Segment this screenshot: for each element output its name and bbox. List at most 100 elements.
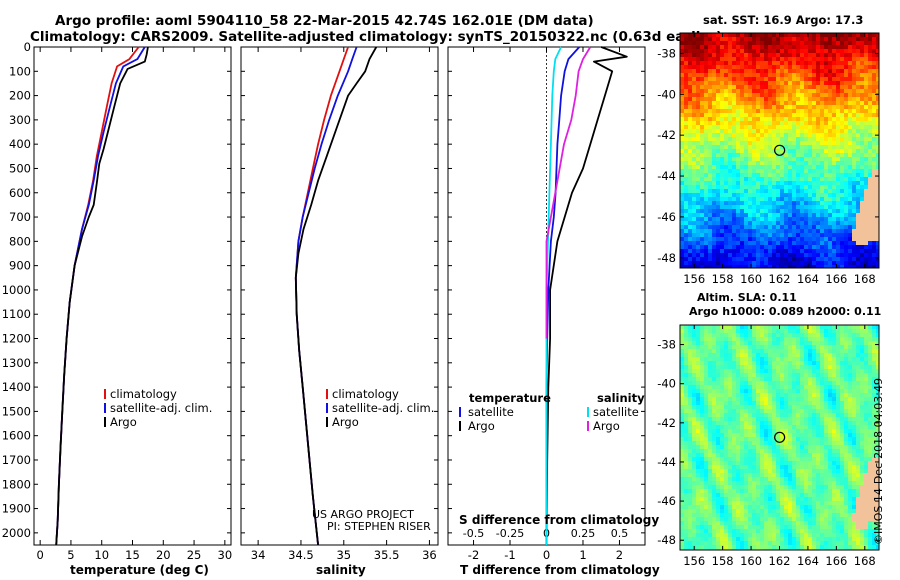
map-cell [780,453,785,458]
map-cell [852,429,857,434]
map-cell [788,137,793,142]
map-cell [808,453,813,458]
map-cell [688,57,693,62]
map-cell [828,437,833,442]
map-cell [860,109,865,114]
map-cell [696,89,701,94]
map-cell [824,125,829,130]
map-cell [860,37,865,42]
map-cell [856,397,861,402]
map-cell [812,449,817,454]
map-cell [720,409,725,414]
map-cell [784,201,789,206]
map-cell [700,397,705,402]
map-cell [824,441,829,446]
map-cell [692,401,697,406]
map-cell [752,369,757,374]
map-cell [872,133,877,138]
map-cell [836,353,841,358]
map-cell [816,377,821,382]
map-cell [752,329,757,334]
map-cell [768,361,773,366]
map-cell [828,201,833,206]
map-cell [852,433,857,438]
map-cell [788,409,793,414]
map-cell [716,377,721,382]
map-cell [764,341,769,346]
map-cell [776,337,781,342]
map-cell [796,77,801,82]
map-cell [872,201,877,206]
map-cell [792,37,797,42]
secondary-x-tick-label: 0.5 [611,527,629,540]
map-cell [692,117,697,122]
map-cell [876,417,879,422]
map-cell [792,265,797,268]
map-cell [768,413,773,418]
map-cell [836,445,841,450]
map-cell [760,97,765,102]
map-cell [732,225,737,230]
map-cell [856,461,861,466]
map-cell [720,81,725,86]
map-cell [864,77,869,82]
map-cell [740,141,745,146]
map-cell [808,209,813,214]
map-cell [828,169,833,174]
map-cell [728,397,733,402]
map-cell [704,377,709,382]
map-cell [692,137,697,142]
map-cell [836,141,841,146]
map-cell [752,345,757,350]
map-cell [772,241,777,246]
map-cell [872,445,877,450]
map-cell [720,389,725,394]
map-cell [756,65,761,70]
map-cell [740,381,745,386]
map-cell [796,229,801,234]
map-cell [780,449,785,454]
map-cell [684,421,689,426]
map-cell [704,393,709,398]
map-cell [788,221,793,226]
map-cell [828,193,833,198]
map-cell [776,53,781,58]
map-cell [736,405,741,410]
map-cell [876,325,879,330]
map-cell [740,177,745,182]
map-cell [720,117,725,122]
map-cell [792,369,797,374]
map-cell [812,157,817,162]
map-cell [704,45,709,50]
map-cell [860,57,865,62]
map-cell [724,201,729,206]
map-cell [736,329,741,334]
map-cell [876,373,879,378]
map-cell [840,401,845,406]
map-cell [712,201,717,206]
map-cell [720,193,725,198]
map-cell [776,93,781,98]
map-cell [728,177,733,182]
map-cell [796,181,801,186]
map-cell [844,221,849,226]
map-cell [736,129,741,134]
map-cell [688,145,693,150]
map-cell [868,65,873,70]
map-cell [704,333,709,338]
map-cell [832,389,837,394]
map-cell [704,345,709,350]
map-cell [768,101,773,106]
map-cell [788,457,793,462]
map-cell [836,205,841,210]
map-cell [828,381,833,386]
map-cell [800,201,805,206]
map-cell [804,69,809,74]
map-cell [832,461,837,466]
map-cell [828,265,833,268]
map-cell [708,377,713,382]
map-cell [712,341,717,346]
map-cell [840,353,845,358]
map-cell [712,261,717,266]
map-cell [684,381,689,386]
